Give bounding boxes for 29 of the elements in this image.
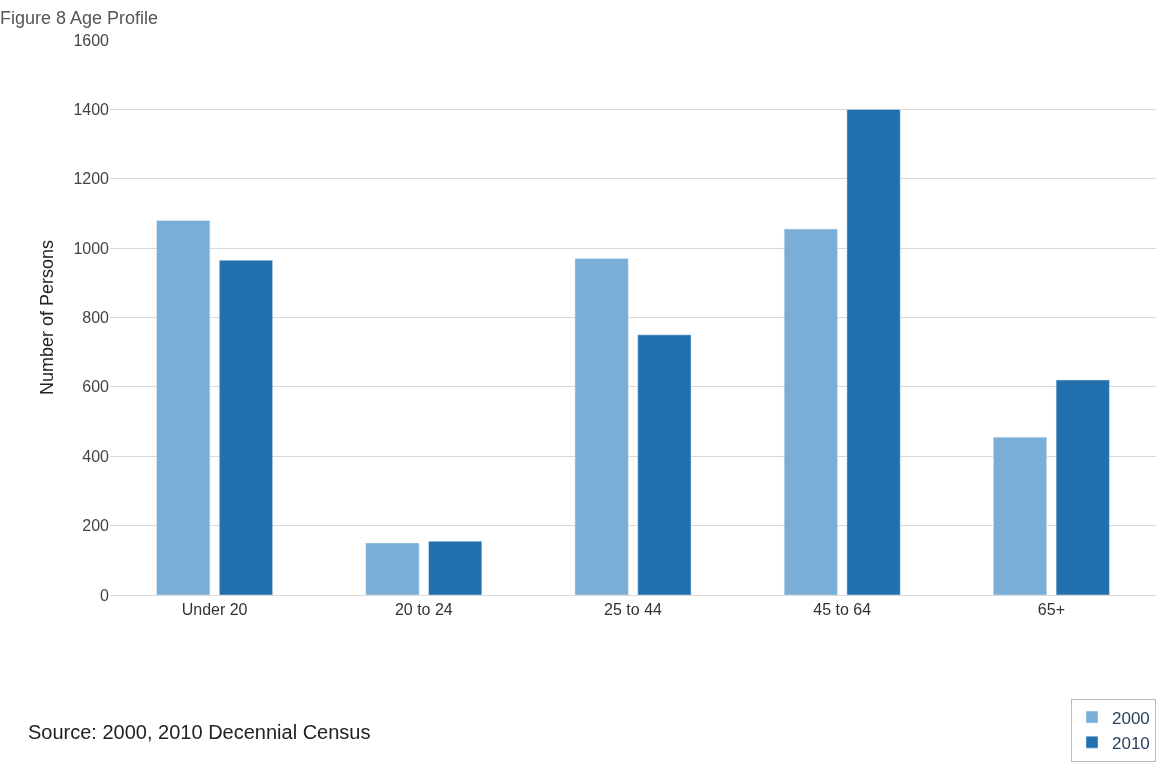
bar: [574, 258, 629, 595]
x-tick-label: 20 to 24: [394, 601, 453, 619]
x-tick-label: 65+: [1037, 601, 1065, 619]
x-tick-label: Under 20: [181, 601, 248, 619]
bar: [1055, 379, 1110, 595]
y-axis-title: Number of Persons: [36, 239, 57, 396]
legend-label: 2010: [1112, 733, 1150, 753]
x-tick-label: 25 to 44: [604, 601, 663, 619]
y-tick-label: 1000: [73, 239, 110, 257]
y-tick-label: 200: [82, 517, 110, 535]
source-note: Source: 2000, 2010 Decennial Census: [28, 721, 371, 743]
bar: [365, 542, 420, 595]
y-tick-label: 800: [82, 309, 110, 327]
bar: [846, 109, 901, 595]
bar: [156, 220, 211, 595]
bar: [219, 260, 273, 595]
chart-title: Figure 8 Age Profile: [0, 8, 159, 29]
y-tick-label: 1200: [73, 170, 110, 188]
bar: [993, 436, 1047, 595]
bar: [783, 228, 838, 595]
bar: [428, 540, 483, 595]
y-tick-label: 1600: [73, 31, 110, 49]
y-tick-label: 400: [82, 447, 110, 465]
legend-label: 2000: [1112, 708, 1150, 728]
y-tick-label: 0: [100, 586, 110, 604]
bar: [637, 334, 692, 595]
y-tick-label: 1400: [73, 100, 110, 118]
x-tick-label: 45 to 64: [813, 601, 872, 619]
y-tick-label: 600: [82, 378, 110, 396]
